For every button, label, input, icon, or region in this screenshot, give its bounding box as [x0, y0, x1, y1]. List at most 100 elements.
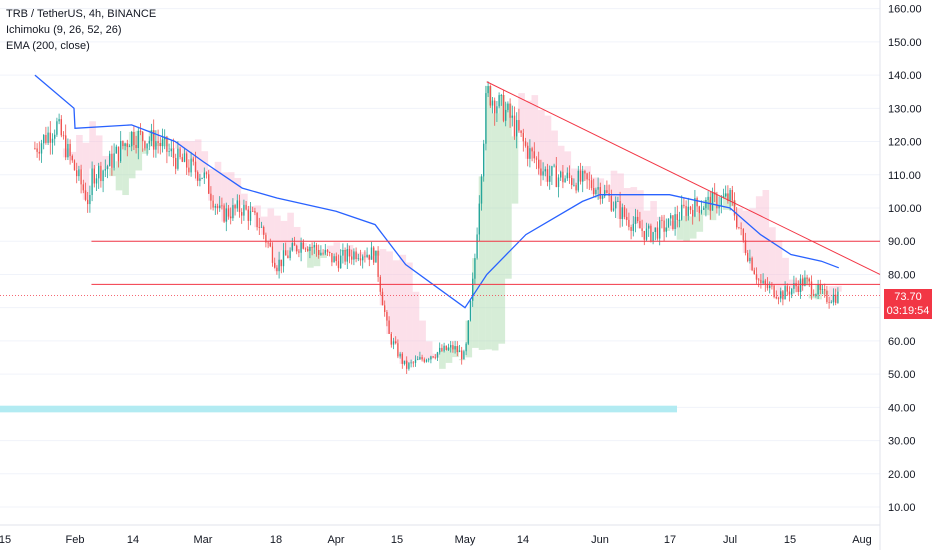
candle-body: [331, 252, 333, 263]
cloud-segment: [320, 253, 327, 258]
cloud-segment: [293, 226, 301, 252]
ema-200-line: [34, 74, 840, 309]
candle-body: [172, 148, 175, 158]
candle-body: [628, 219, 630, 228]
candle-body: [375, 250, 377, 263]
time-axis[interactable]: 15 Feb 14 Mar 18 Apr 15 May 14 Jun 17 Jul 15 Aug: [0, 534, 872, 546]
cloud-segment: [617, 173, 624, 219]
candle-body: [452, 345, 454, 350]
candle-body: [177, 148, 179, 169]
cloud-segment: [472, 258, 479, 348]
price-axis[interactable]: 160.00 150.00 140.00 130.00 120.00 110.00 100.…: [888, 4, 922, 514]
candle-body: [56, 121, 58, 135]
cloud-segment: [571, 168, 578, 186]
candle-body: [711, 192, 714, 211]
candle-body: [632, 223, 634, 231]
cloud-segment: [82, 142, 90, 200]
candle-body: [60, 119, 62, 136]
candle-body: [320, 252, 322, 255]
cloud-segment: [498, 94, 506, 344]
candle-body: [733, 200, 736, 216]
price-tick-label: 90.00: [888, 236, 916, 248]
cloud-segment: [584, 166, 591, 180]
candle-body: [84, 190, 87, 200]
candle-body: [153, 130, 155, 150]
candle-body: [819, 284, 821, 290]
candle-body: [604, 190, 606, 197]
candle-body: [76, 170, 78, 177]
ema-label[interactable]: EMA (200, close): [6, 40, 90, 52]
candle-body: [802, 278, 804, 286]
candle-body: [208, 174, 210, 194]
candle-body: [799, 278, 802, 292]
candle-body: [69, 143, 71, 156]
candle-body: [700, 209, 703, 214]
candle-body: [111, 153, 113, 168]
candle-body: [665, 227, 667, 232]
candle-body: [122, 140, 124, 147]
cloud-segment: [274, 215, 281, 272]
cloud-segment: [208, 168, 215, 201]
cloud-segment: [406, 262, 413, 364]
cloud-segment: [736, 208, 743, 228]
candle-body: [392, 341, 395, 345]
candle-body: [619, 201, 621, 219]
candle-body: [126, 143, 128, 147]
candle-body: [588, 179, 590, 181]
candle-body: [738, 227, 740, 229]
ichimoku-label[interactable]: Ichimoku (9, 26, 52, 26): [6, 24, 122, 36]
candle-body: [49, 132, 51, 143]
cloud-segment: [201, 151, 209, 173]
candle-body: [645, 228, 648, 240]
candle-body: [621, 207, 623, 219]
cloud-segment: [742, 210, 750, 253]
candle-body: [454, 346, 456, 350]
time-tick-label: Jul: [723, 534, 737, 546]
candle-body: [370, 247, 373, 260]
candle-body: [298, 251, 300, 253]
candle-body: [258, 227, 260, 228]
symbol-title[interactable]: TRB / TetherUS, 4h, BINANCE: [6, 8, 157, 20]
cloud-segment: [722, 193, 730, 210]
cloud-segment: [95, 135, 103, 166]
candle-body: [406, 360, 408, 369]
time-tick-label: 14: [127, 534, 139, 546]
candle-body: [388, 320, 390, 334]
candle-body: [766, 284, 769, 289]
candle-body: [773, 285, 775, 298]
candle-body: [672, 215, 674, 230]
candle-body: [348, 249, 351, 257]
candle-body: [238, 200, 241, 213]
candle-body: [485, 93, 487, 144]
candle-body: [436, 352, 439, 358]
candle-body: [192, 158, 194, 162]
candle-body: [194, 161, 197, 173]
candle-body: [43, 134, 45, 144]
candle-body: [144, 141, 146, 149]
candle-body: [386, 312, 388, 321]
candle-body: [260, 226, 263, 228]
cloud-segment: [214, 161, 222, 209]
candle-body: [775, 297, 777, 299]
candle-body: [412, 362, 414, 364]
candle-body: [623, 207, 626, 217]
candle-body: [408, 363, 410, 369]
candle-body: [45, 134, 47, 143]
cloud-segment: [89, 121, 96, 169]
candle-body: [582, 170, 584, 182]
candle-body: [540, 168, 542, 176]
drawn-lines[interactable]: [0, 81, 881, 296]
cloud-segment: [637, 190, 644, 229]
candle-body: [54, 134, 56, 139]
candle-body: [232, 205, 234, 219]
cloud-segment: [115, 161, 123, 191]
price-tick-label: 160.00: [888, 4, 922, 16]
candle-body: [476, 234, 478, 259]
support-zone: [0, 405, 677, 413]
candle-body: [817, 284, 819, 295]
time-tick-label: Aug: [852, 534, 872, 546]
cloud-segment: [755, 196, 763, 280]
candle-body: [516, 120, 518, 137]
candle-body: [474, 258, 476, 279]
